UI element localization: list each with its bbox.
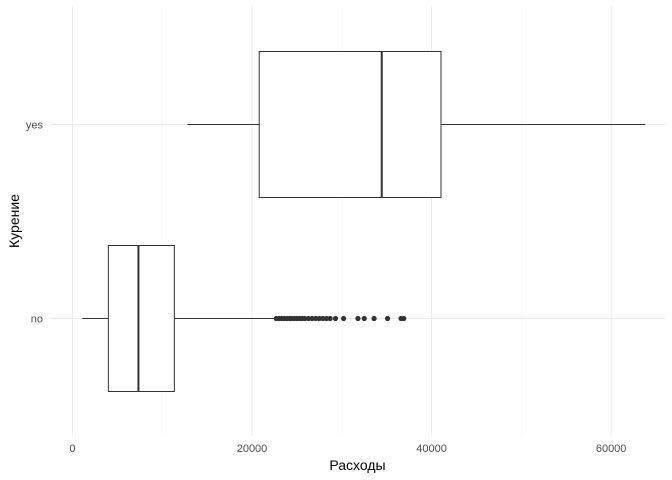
y-tick-label-no: no [31,314,43,326]
box-yes [258,51,442,198]
outlier-point-no [340,315,347,322]
x-axis-title: Расходы [329,457,385,473]
tick-labels: 0 20000 40000 60000 no yes [26,120,627,456]
outlier-point-no [401,315,407,322]
outlier-point-no [384,315,391,322]
outlier-point-no [316,315,322,322]
outlier-point-no [309,315,315,322]
box-plots [82,51,646,392]
x-tick-label: 40000 [416,443,447,455]
y-axis-title: Курение [6,194,22,248]
outlier-point-no [323,315,330,322]
outlier-point-no [320,315,326,322]
outlier-point-no [371,315,377,322]
y-tick-label-yes: yes [26,120,44,132]
outlier-point-no [313,315,319,322]
outlier-point-no [332,315,339,322]
outlier-point-no [305,315,312,322]
box-no [107,245,175,392]
outlier-point-no [302,315,308,322]
x-tick-label: 0 [69,443,75,455]
x-tick-label: 60000 [596,443,627,455]
outlier-point-no [355,315,361,322]
outlier-point-no [327,315,333,322]
x-tick-label: 20000 [237,443,268,455]
outlier-point-no [361,315,367,322]
